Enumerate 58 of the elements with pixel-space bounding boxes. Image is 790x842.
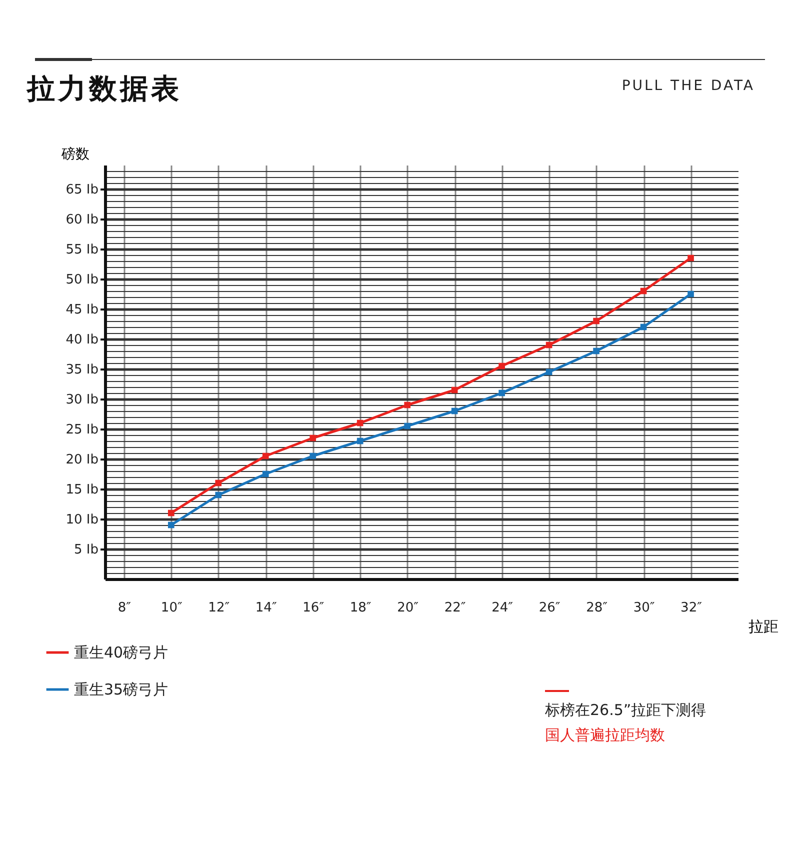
- point: [168, 510, 174, 516]
- point: [262, 452, 269, 460]
- point: [310, 434, 316, 442]
- x-tick-label: 32″: [680, 600, 702, 616]
- point: [498, 390, 505, 396]
- y-tick-label: 65 Ib: [66, 182, 98, 198]
- y-tick-label: 60 Ib: [66, 212, 98, 228]
- text: 国人普遍拉距均数: [545, 726, 666, 745]
- chart-title: 拉力数据表: [27, 71, 182, 107]
- y-tick-label: 35 Ib: [66, 362, 98, 378]
- y-tick-label: 5 Ib: [74, 542, 98, 558]
- y-tick-label: 15 Ib: [66, 482, 98, 498]
- point: [546, 342, 552, 348]
- legend-label: 重生35磅弓片: [74, 680, 168, 698]
- legend-label: 重生40磅弓片: [74, 644, 168, 662]
- x-tick-label: 12″: [208, 600, 230, 616]
- x-tick-label: 18″: [350, 600, 372, 616]
- x-tick-label: 24″: [492, 600, 514, 616]
- point: [215, 492, 222, 498]
- x-tick-label: 20″: [397, 600, 419, 616]
- chart-subtitle: PULL THE DATA: [622, 78, 755, 94]
- y-tick-label: 10 Ib: [66, 512, 98, 528]
- y-tick-label: 45 Ib: [66, 302, 98, 318]
- point: [356, 420, 364, 426]
- x-tick-label: 26″: [538, 600, 560, 616]
- y-tick-label: 55 Ib: [66, 242, 98, 258]
- point: [356, 438, 364, 444]
- x-tick-label: 8″: [118, 600, 132, 616]
- x-tick-label: 30″: [633, 600, 655, 616]
- y-tick-label: 25 Ib: [66, 422, 98, 438]
- y-tick-label: 40 Ib: [66, 332, 98, 348]
- x-tick-label: 10″: [160, 600, 182, 616]
- point: [546, 368, 552, 376]
- point: [451, 386, 458, 394]
- point: [215, 480, 222, 486]
- text: 标榜在26.5”拉距下测得: [545, 701, 706, 720]
- y-axis-title: 磅数: [60, 146, 90, 162]
- y-tick-label: 20 Ib: [66, 452, 98, 468]
- y-tick-label: 30 Ib: [66, 392, 98, 408]
- point: [593, 348, 600, 354]
- point: [640, 324, 647, 330]
- point: [498, 362, 505, 370]
- point: [404, 402, 410, 408]
- x-tick-label: 14″: [255, 600, 277, 616]
- y-tick-label: 50 Ib: [66, 272, 98, 288]
- x-tick-label: 16″: [302, 600, 324, 616]
- x-tick-label: 28″: [586, 600, 608, 616]
- point: [640, 288, 647, 294]
- x-tick-label: 22″: [444, 600, 466, 616]
- point: [168, 522, 174, 528]
- point: [593, 318, 600, 324]
- x-axis-title: 拉距: [748, 618, 778, 636]
- point: [310, 452, 316, 460]
- point: [404, 422, 410, 430]
- point: [451, 408, 458, 414]
- point: [262, 470, 269, 478]
- point: [688, 254, 694, 262]
- point: [688, 290, 694, 298]
